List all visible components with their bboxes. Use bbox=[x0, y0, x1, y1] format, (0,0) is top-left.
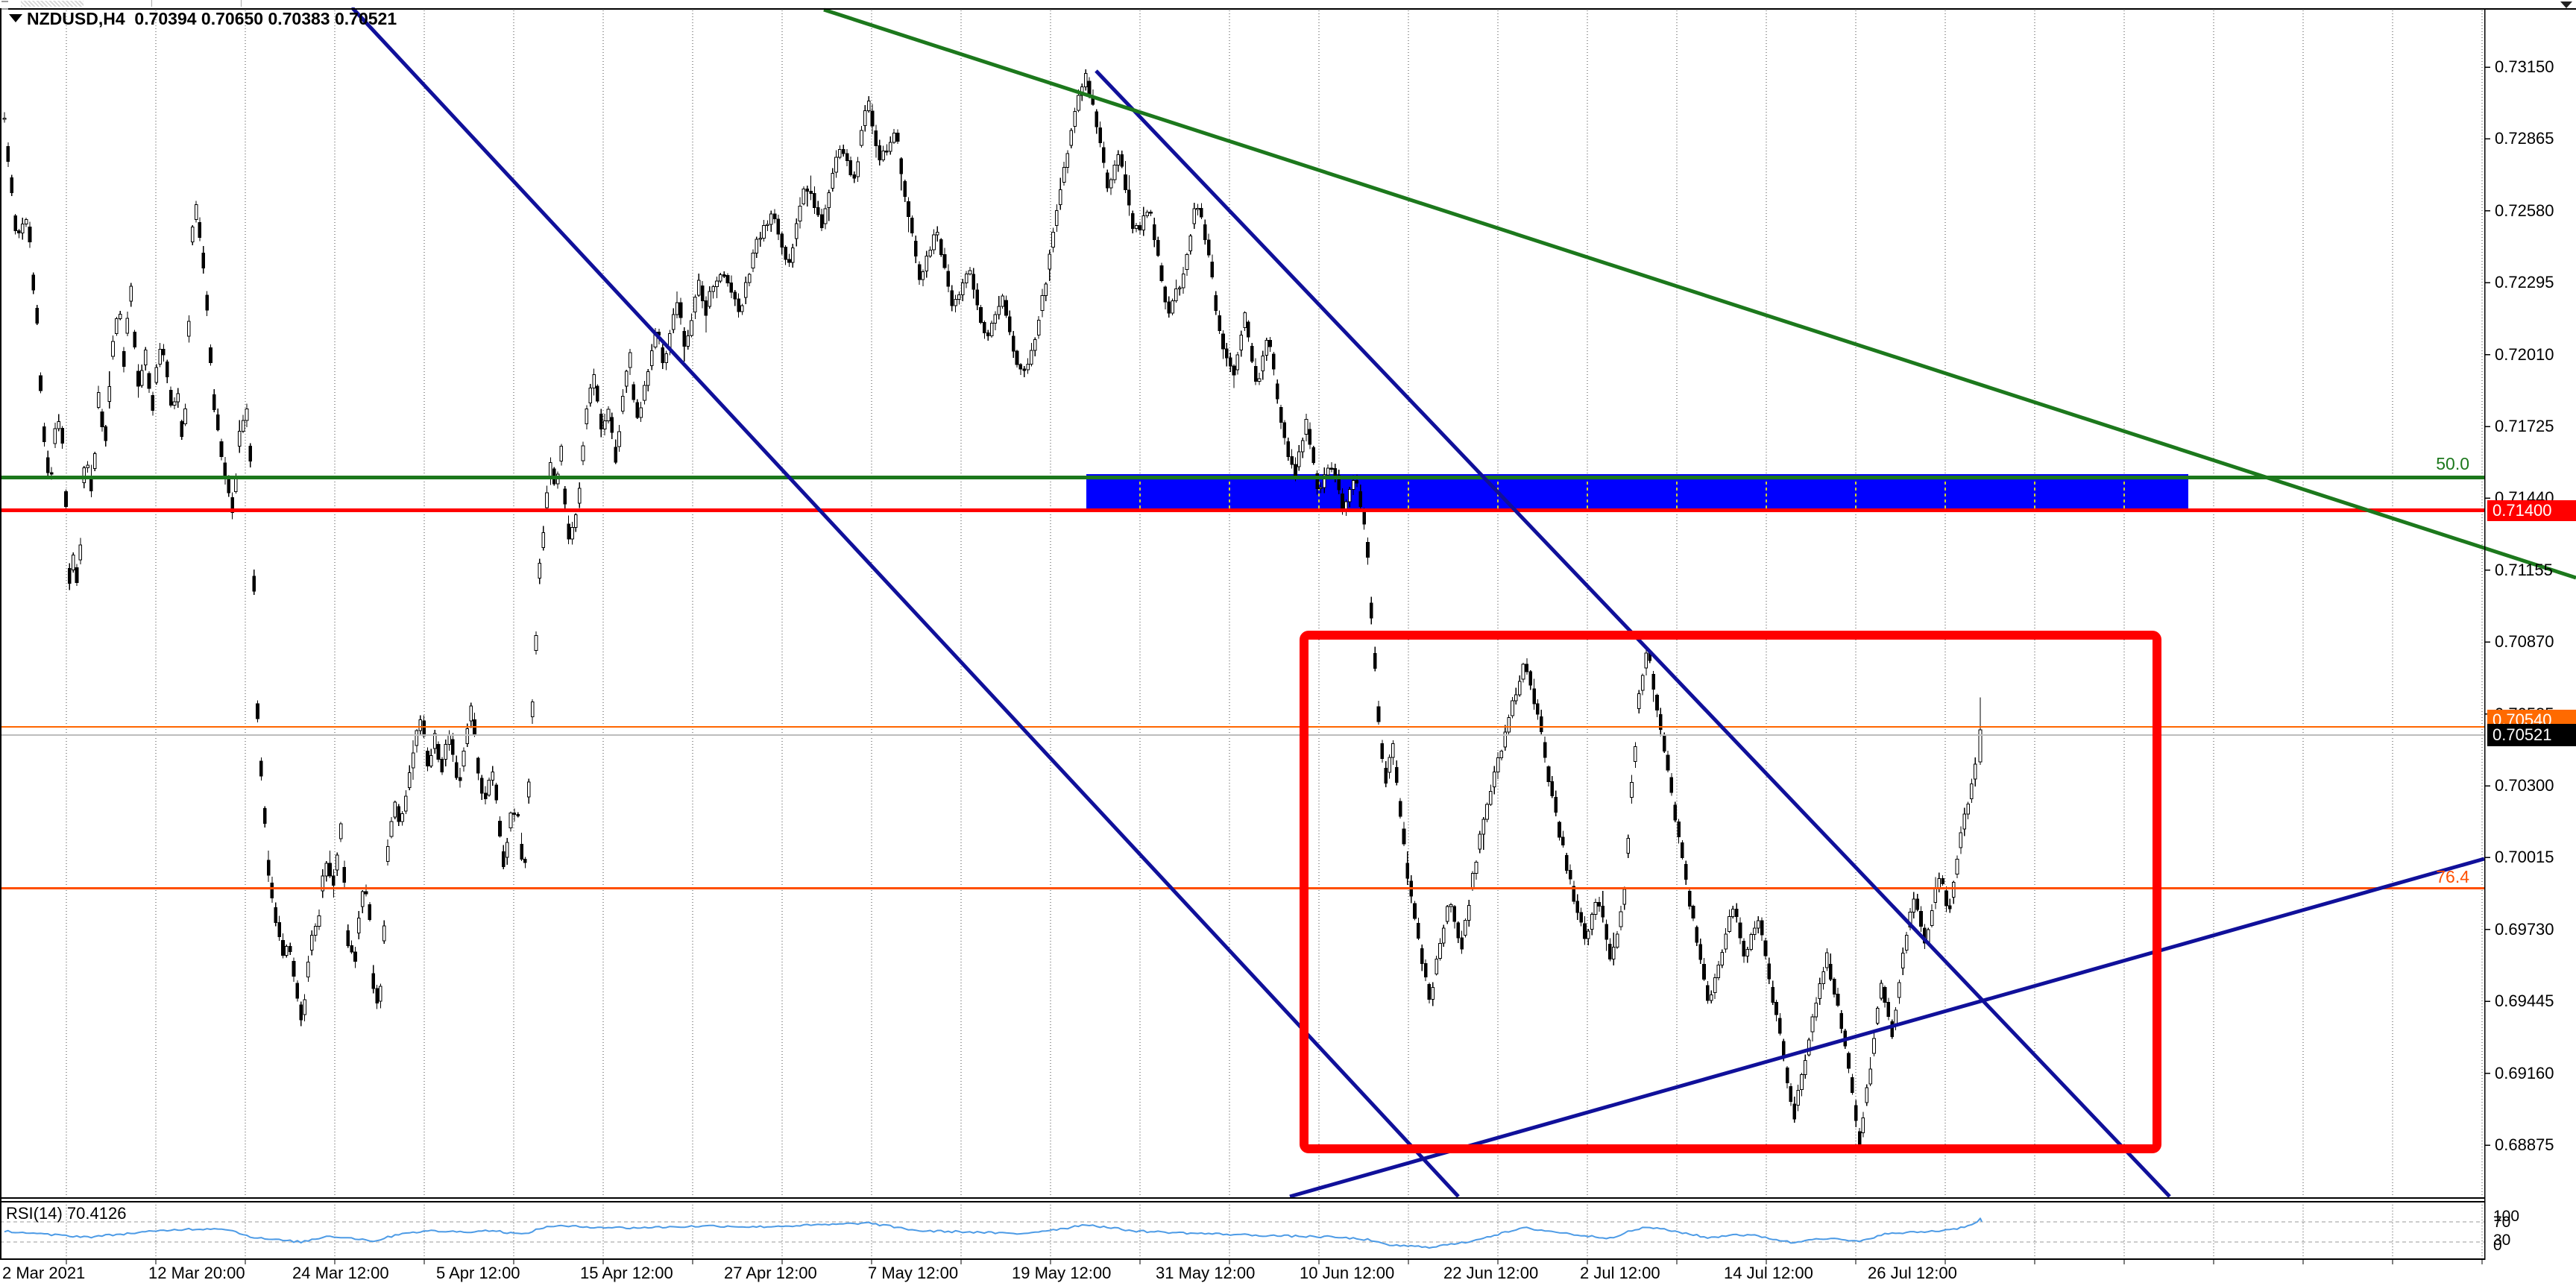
time-axis-label: 10 Jun 12:00 bbox=[1300, 1264, 1395, 1282]
time-axis-label: 5 Apr 12:00 bbox=[436, 1264, 520, 1282]
time-axis-label: 2 Jul 12:00 bbox=[1580, 1264, 1660, 1282]
scrollbar-tick bbox=[241, 0, 242, 7]
price-axis-label: 0.70300 bbox=[2495, 776, 2554, 795]
window-grip-icon bbox=[1, 1, 8, 10]
scrollbar-tick bbox=[151, 0, 152, 7]
time-axis-label: 22 Jun 12:00 bbox=[1443, 1264, 1539, 1282]
bid-price-badge: 0.70521 bbox=[2487, 724, 2576, 746]
rsi-axis-label: 70 bbox=[2493, 1214, 2511, 1231]
rsi-axis-label: 100 bbox=[2493, 1208, 2520, 1225]
time-axis-label: 7 May 12:00 bbox=[868, 1264, 959, 1282]
price-axis-label: 0.72010 bbox=[2495, 344, 2554, 364]
scrollbar-thumb[interactable] bbox=[21, 1, 84, 7]
time-axis-label: 19 May 12:00 bbox=[1012, 1264, 1112, 1282]
price-axis-label: 0.72865 bbox=[2495, 129, 2554, 148]
time-axis-label: 14 Jul 12:00 bbox=[1724, 1264, 1813, 1282]
time-axis-label: 27 Apr 12:00 bbox=[724, 1264, 817, 1282]
price-axis-label: 0.71155 bbox=[2495, 560, 2553, 579]
price-axis-label: 0.71725 bbox=[2495, 417, 2554, 435]
price-axis-label: 0.69445 bbox=[2495, 992, 2554, 1011]
chart-shift-marker-icon[interactable] bbox=[2560, 1, 2572, 8]
fib-50-label: 50.0 bbox=[2436, 454, 2469, 473]
chart-title-ohlc: NZDUSD,H4 0.70394 0.70650 0.70383 0.7052… bbox=[27, 9, 397, 28]
time-axis-label: 31 May 12:00 bbox=[1156, 1264, 1256, 1282]
rsi-axis-label: 30 bbox=[2493, 1232, 2511, 1249]
price-axis-label: 0.72295 bbox=[2495, 273, 2554, 292]
price-axis-label: 0.68875 bbox=[2495, 1135, 2554, 1154]
fib-76-label: 76.4 bbox=[2436, 867, 2469, 886]
price-axis-label: 0.72580 bbox=[2495, 201, 2554, 220]
time-axis-label: 26 Jul 12:00 bbox=[1868, 1264, 1957, 1282]
hline-price-badge: 0.71400 bbox=[2487, 500, 2576, 521]
time-axis-label: 15 Apr 12:00 bbox=[580, 1264, 673, 1282]
price-axis-label: 0.70870 bbox=[2495, 632, 2554, 652]
time-axis-label: 12 Mar 20:00 bbox=[148, 1264, 245, 1282]
rsi-axis-label: 0 bbox=[2493, 1237, 2502, 1254]
chart-top-scrollbar[interactable] bbox=[0, 0, 2576, 10]
time-axis-label: 24 Mar 12:00 bbox=[292, 1264, 389, 1282]
price-axis-label: 0.69160 bbox=[2495, 1063, 2554, 1082]
rsi-indicator-label: RSI(14) 70.4126 bbox=[6, 1204, 127, 1223]
symbol-dropdown-icon[interactable] bbox=[9, 14, 22, 22]
price-axis-label: 0.73150 bbox=[2495, 57, 2554, 76]
price-axis-label: 0.69730 bbox=[2495, 919, 2554, 939]
time-axis-label: 2 Mar 2021 bbox=[2, 1264, 86, 1282]
price-axis-label: 0.70015 bbox=[2495, 848, 2554, 867]
